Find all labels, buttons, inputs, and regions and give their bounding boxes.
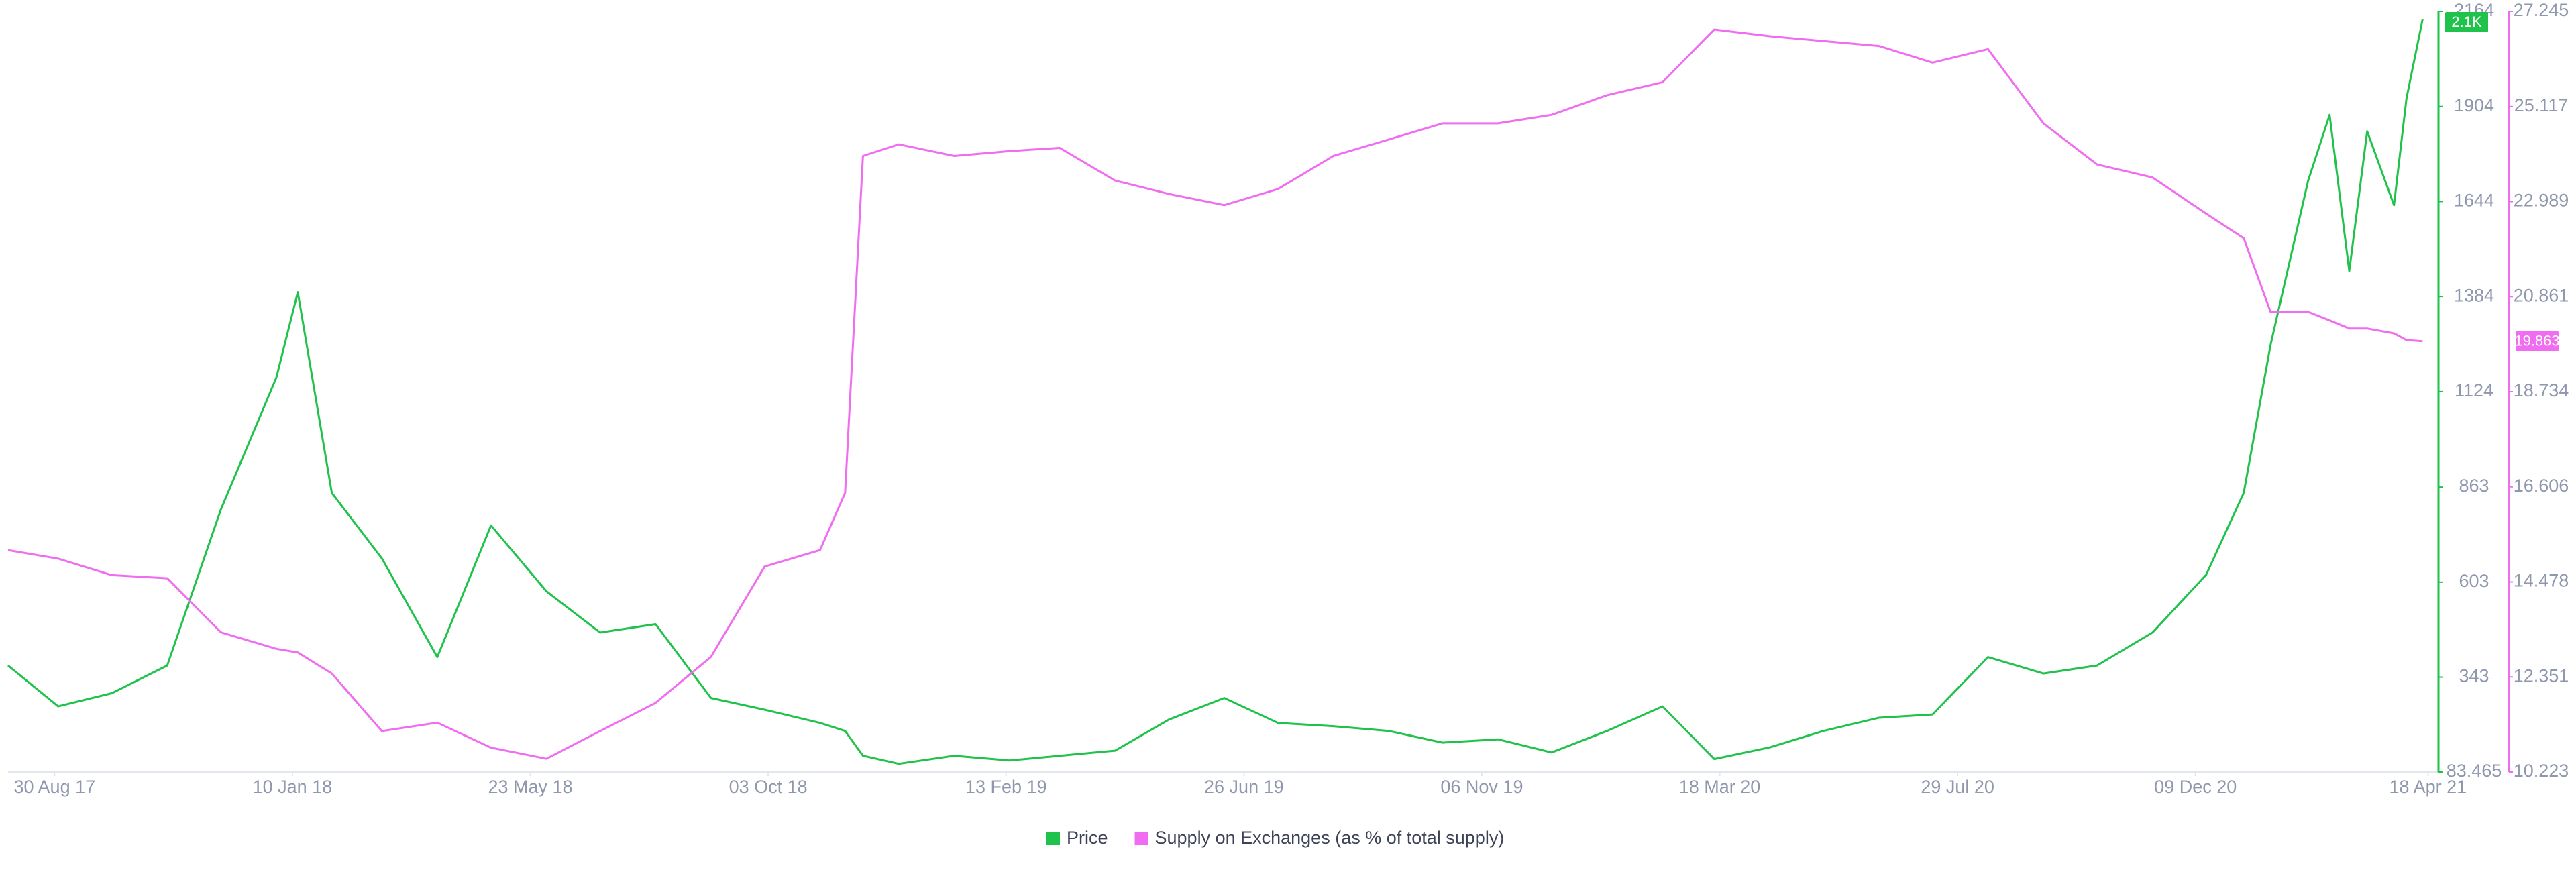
y-tick-label: 83.465: [2447, 761, 2502, 781]
y2-tick-label: 20.861: [2514, 285, 2569, 305]
y2-tick-label: 16.606: [2514, 476, 2569, 496]
x-tick-label: 10 Jan 18: [253, 777, 333, 797]
x-tick-label: 18 Apr 21: [2390, 777, 2467, 797]
y-tick-label: 863: [2459, 476, 2489, 496]
y2-tick-label: 14.478: [2514, 571, 2569, 591]
x-tick-label: 18 Mar 20: [1679, 777, 1761, 797]
y2-tick-label: 22.989: [2514, 190, 2569, 211]
y2-tick-label: 18.734: [2514, 380, 2569, 400]
y-tick-label: 343: [2459, 666, 2489, 686]
y2-tick-label: 10.223: [2514, 761, 2569, 781]
value-tag-bg: [2445, 12, 2488, 32]
x-tick-label: 23 May 18: [488, 777, 572, 797]
y2-tick-label: 27.245: [2514, 0, 2569, 20]
y-tick-label: 603: [2459, 571, 2489, 591]
value-tag: 2.1K: [2451, 13, 2482, 30]
y-tick-label: 1124: [2455, 380, 2493, 400]
y-tick-label: 1904: [2454, 95, 2494, 115]
x-tick-label: 29 Jul 20: [1921, 777, 1994, 797]
x-tick-label: 06 Nov 19: [1440, 777, 1523, 797]
y2-tick-label: 12.351: [2514, 665, 2569, 686]
y-tick-label: 1384: [2454, 285, 2494, 305]
y2-tick-label: 25.117: [2514, 95, 2569, 115]
legend-label: Supply on Exchanges (as % of total suppl…: [1155, 828, 1505, 848]
value-tag-bg: [2516, 331, 2559, 351]
y-tick-label: 1644: [2454, 190, 2494, 211]
legend-label: Price: [1067, 828, 1108, 848]
legend-swatch: [1134, 832, 1148, 845]
series-line: [7, 28, 2423, 760]
series-line: [7, 19, 2424, 765]
value-tag: 19.863: [2514, 333, 2559, 349]
x-tick-label: 30 Aug 17: [14, 777, 96, 797]
x-tick-label: 13 Feb 19: [965, 777, 1047, 797]
legend-swatch: [1046, 832, 1060, 845]
x-tick-label: 03 Oct 18: [729, 777, 808, 797]
x-tick-label: 26 Jun 19: [1204, 777, 1284, 797]
x-tick-label: 09 Dec 20: [2154, 777, 2237, 797]
